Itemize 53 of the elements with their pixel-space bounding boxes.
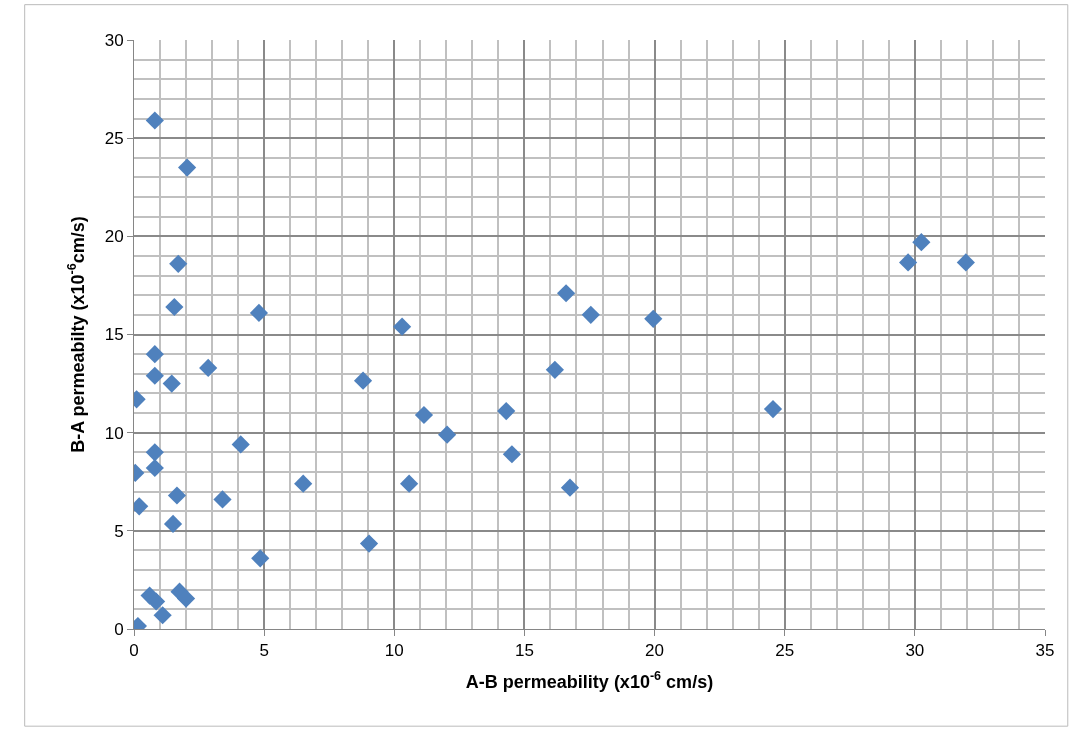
point xyxy=(162,374,181,393)
point xyxy=(231,435,250,454)
point xyxy=(560,478,580,497)
point xyxy=(153,606,172,625)
y-tick-label: 15 xyxy=(104,325,124,345)
point xyxy=(400,474,419,493)
y-tick-label: 10 xyxy=(104,423,124,443)
point xyxy=(178,158,197,177)
point xyxy=(165,297,184,317)
point xyxy=(556,284,576,303)
x-tick-label: 0 xyxy=(129,641,139,661)
point xyxy=(392,317,412,336)
point xyxy=(438,425,457,444)
point xyxy=(353,371,373,390)
point xyxy=(145,111,164,130)
point xyxy=(163,514,183,534)
point xyxy=(956,253,975,272)
point xyxy=(249,303,269,322)
point xyxy=(145,345,164,364)
x-tick-label: 30 xyxy=(905,641,925,661)
point xyxy=(294,474,313,493)
x-tick-label: 35 xyxy=(1035,641,1055,661)
point xyxy=(145,443,164,462)
y-tick-label: 30 xyxy=(104,30,124,50)
y-tick-label: 25 xyxy=(104,129,124,149)
point xyxy=(147,592,166,611)
point xyxy=(145,366,164,385)
point xyxy=(644,309,663,328)
point xyxy=(912,233,931,252)
y-tick-label: 20 xyxy=(104,227,124,247)
point xyxy=(502,445,522,464)
point xyxy=(169,254,188,273)
point xyxy=(763,400,783,419)
x-tick-label: 5 xyxy=(259,641,269,661)
point xyxy=(176,589,196,608)
y-tick-label: 5 xyxy=(114,521,124,541)
point xyxy=(199,358,218,377)
point xyxy=(359,534,379,553)
point xyxy=(898,253,918,272)
point xyxy=(414,405,434,425)
point xyxy=(497,401,516,421)
point xyxy=(581,305,600,324)
x-tick-label: 10 xyxy=(384,641,404,661)
y-tick-label: 0 xyxy=(114,619,124,639)
point xyxy=(145,458,164,478)
x-axis-title: A-B permeability (x10$^{-6}$ cm/s) xyxy=(465,668,714,692)
point xyxy=(213,490,232,509)
point xyxy=(545,360,564,379)
point xyxy=(167,486,187,505)
point xyxy=(251,549,270,568)
x-tick-label: 25 xyxy=(775,641,795,661)
x-tick-label: 20 xyxy=(645,641,665,661)
x-tick-label: 15 xyxy=(514,641,534,661)
